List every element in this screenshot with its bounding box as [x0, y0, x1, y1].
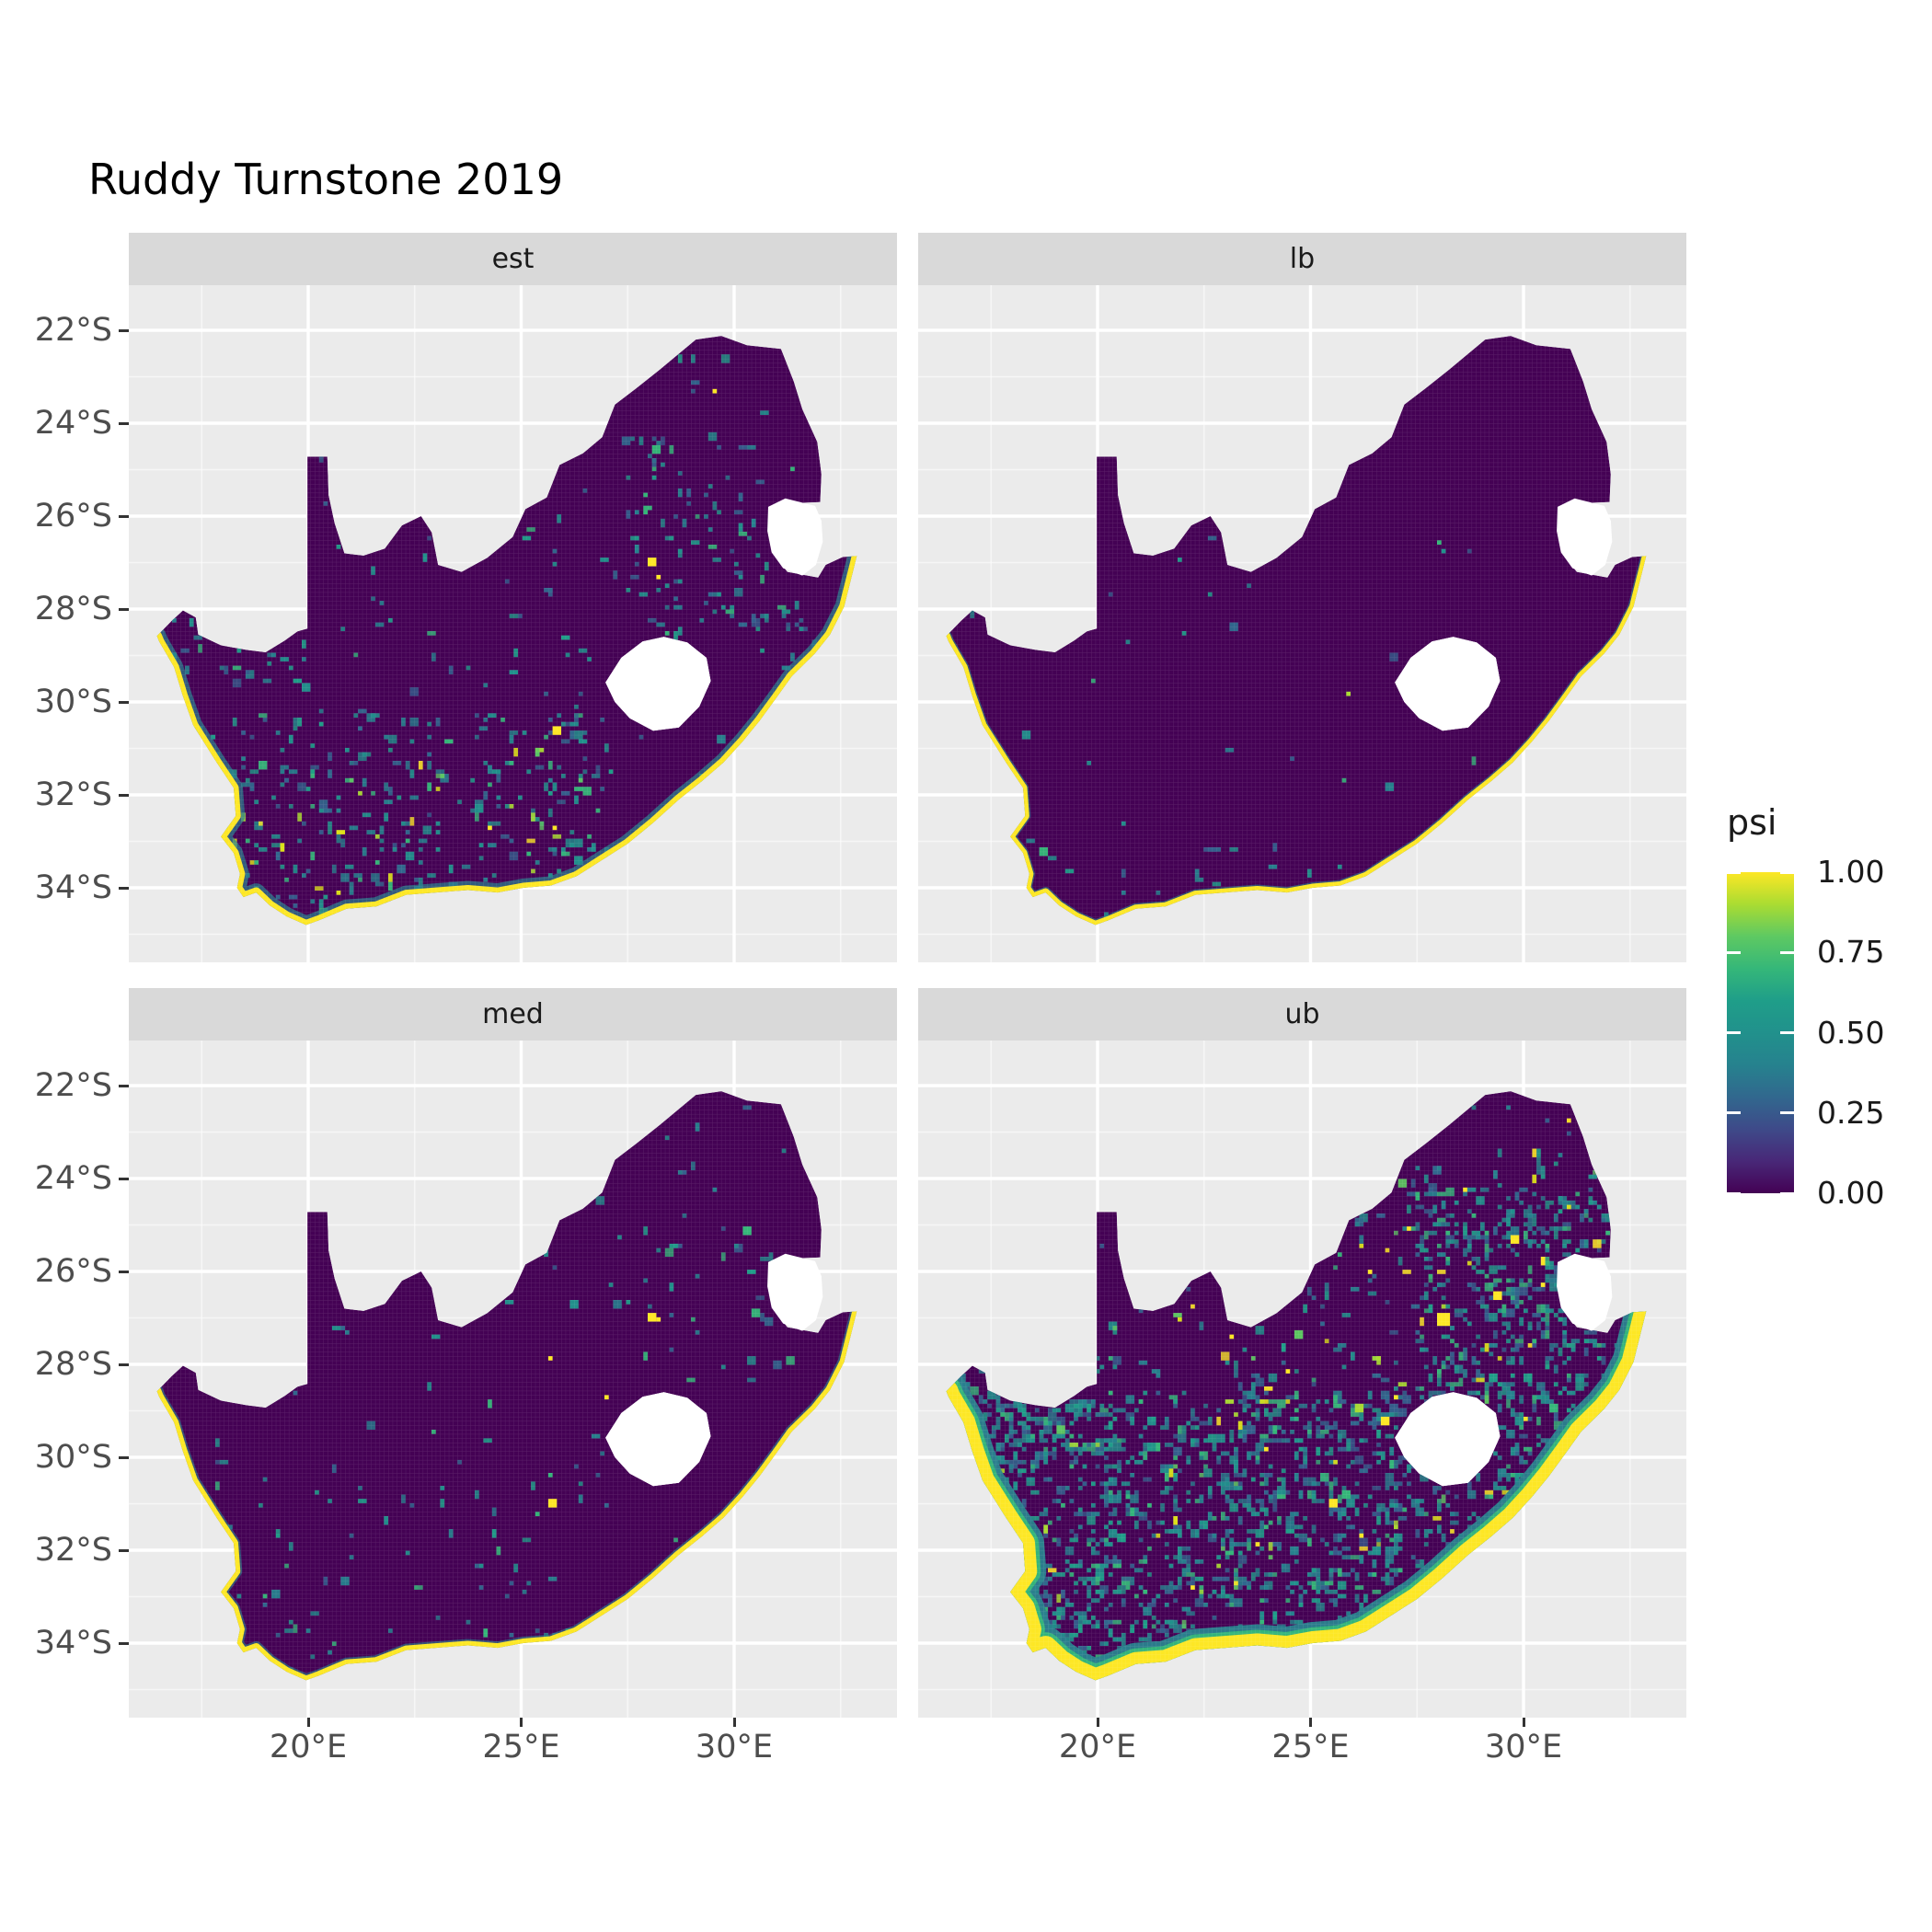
y-tick-label: 28°S [34, 591, 112, 627]
y-tick-mark [119, 700, 129, 704]
legend-label: 0.25 [1817, 1094, 1885, 1131]
x-tick-mark [1096, 1718, 1099, 1727]
x-tick-label: 30°E [1484, 1729, 1563, 1765]
plot-title: Ruddy Turnstone 2019 [88, 155, 564, 204]
facet-strip-ub: ub [918, 988, 1686, 1041]
facet-strip-est: est [129, 233, 897, 285]
y-tick-mark [119, 793, 129, 797]
y-tick-mark [119, 1270, 129, 1273]
facet-panel-ub [918, 1041, 1686, 1718]
x-tick-mark [1309, 1718, 1312, 1727]
legend-tick [1780, 1031, 1794, 1034]
y-tick-label: 30°S [34, 684, 112, 720]
legend-tick [1727, 1031, 1741, 1034]
x-tick-mark [1522, 1718, 1525, 1727]
legend-tick [1780, 950, 1794, 954]
y-tick-mark [119, 1548, 129, 1552]
y-tick-label: 28°S [34, 1346, 112, 1383]
x-tick-mark [520, 1718, 523, 1727]
y-tick-label: 34°S [34, 869, 112, 906]
facet-strip-label-lb: lb [1289, 243, 1316, 275]
legend-label: 0.00 [1817, 1175, 1885, 1211]
y-tick-label: 34°S [34, 1625, 112, 1662]
facet-strip-med: med [129, 988, 897, 1041]
facet-panel-med [129, 1041, 897, 1718]
y-tick-label: 22°S [34, 1067, 112, 1104]
y-tick-label: 22°S [34, 312, 112, 349]
x-tick-mark [732, 1718, 736, 1727]
y-tick-mark [119, 328, 129, 332]
facet-strip-label-ub: ub [1284, 998, 1320, 1030]
facet-strip-lb: lb [918, 233, 1686, 285]
legend-tick [1780, 1191, 1794, 1195]
y-tick-mark [119, 421, 129, 425]
legend-label: 0.50 [1817, 1014, 1885, 1051]
legend-tick [1780, 1111, 1794, 1115]
y-tick-mark [119, 607, 129, 611]
x-tick-label: 20°E [269, 1729, 348, 1765]
y-tick-mark [119, 1177, 129, 1180]
y-tick-mark [119, 1363, 129, 1366]
x-tick-label: 30°E [695, 1729, 774, 1765]
y-tick-label: 32°S [34, 1532, 112, 1569]
y-tick-label: 24°S [34, 405, 112, 442]
x-tick-mark [306, 1718, 310, 1727]
legend-label: 0.75 [1817, 934, 1885, 971]
y-tick-label: 26°S [34, 498, 112, 535]
y-tick-label: 24°S [34, 1160, 112, 1197]
y-tick-mark [119, 514, 129, 518]
legend-tick [1727, 950, 1741, 954]
y-tick-mark [119, 886, 129, 890]
legend-tick [1780, 870, 1794, 874]
y-tick-mark [119, 1084, 129, 1087]
legend-tick [1727, 1111, 1741, 1115]
y-tick-label: 26°S [34, 1253, 112, 1290]
y-tick-label: 32°S [34, 776, 112, 813]
x-tick-label: 25°E [482, 1729, 560, 1765]
x-tick-label: 20°E [1058, 1729, 1137, 1765]
legend-label: 1.00 [1817, 854, 1885, 890]
facet-strip-label-med: med [482, 998, 544, 1030]
facet-panel-est [129, 285, 897, 962]
facet-strip-label-est: est [491, 243, 535, 275]
y-tick-mark [119, 1455, 129, 1459]
legend-tick [1727, 1191, 1741, 1195]
y-tick-label: 30°S [34, 1439, 112, 1476]
x-tick-label: 25°E [1271, 1729, 1350, 1765]
facet-panel-lb [918, 285, 1686, 962]
legend-tick [1727, 870, 1741, 874]
y-tick-mark [119, 1641, 129, 1645]
legend-title: psi [1727, 802, 1777, 843]
